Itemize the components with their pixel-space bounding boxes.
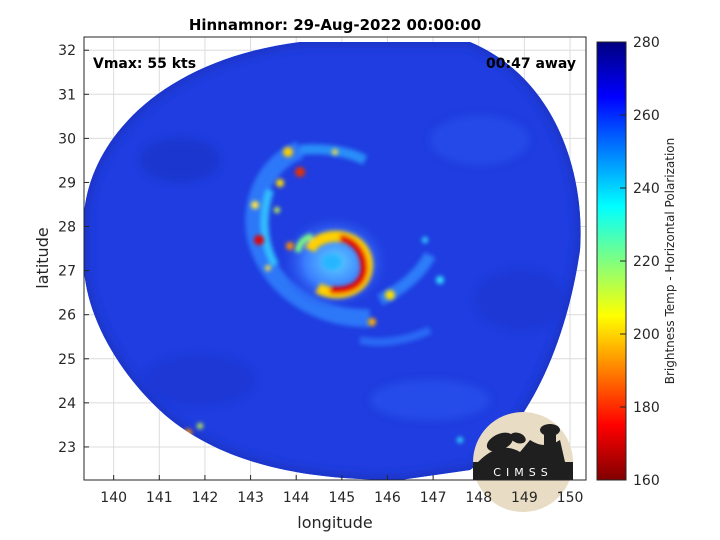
x-tick-label: 146 [374, 490, 401, 506]
y-tick-label: 27 [58, 264, 76, 280]
cimss-logo: CIMSS [473, 412, 573, 512]
y-tick-label: 25 [58, 352, 76, 368]
x-tick-label: 141 [146, 490, 173, 506]
x-tick-label: 140 [100, 490, 127, 506]
y-tick-label: 29 [58, 175, 76, 191]
y-tick-label: 32 [58, 43, 76, 59]
x-tick-label: 149 [511, 490, 538, 506]
colorbar-label: Brightness Temp - Horizontal Polarizatio… [663, 138, 677, 385]
y-tick-label: 28 [58, 220, 76, 236]
x-tick-label: 145 [328, 490, 355, 506]
colorbar-tick-label: 280 [633, 35, 660, 51]
vmax-annotation: Vmax: 55 kts [93, 56, 196, 72]
y-tick-label: 26 [58, 308, 76, 324]
y-axis-label: latitude [33, 227, 52, 288]
y-tick-label: 31 [58, 87, 76, 103]
x-axis-label: longitude [297, 513, 372, 532]
y-tick-label: 23 [58, 440, 76, 456]
colorbar-tick-label: 220 [633, 254, 660, 270]
axes-frame [83, 36, 587, 481]
chart-title: Hinnamnor: 29-Aug-2022 00:00:00 [189, 16, 481, 34]
colorbar-tick-labels: 160 180 200 220 240 260 280 [633, 35, 660, 489]
x-tick-label: 150 [557, 490, 584, 506]
time-away-annotation: 00:47 away [486, 56, 576, 72]
logo-text: CIMSS [493, 466, 552, 479]
y-tick-label: 30 [58, 131, 76, 147]
y-tick-labels: 23 24 25 26 27 28 29 30 31 32 [58, 43, 76, 456]
brightness-temp-field [84, 42, 581, 480]
colorbar-tick-label: 240 [633, 181, 660, 197]
x-tick-label: 147 [420, 490, 447, 506]
colorbar-tick-label: 160 [633, 473, 660, 489]
x-tick-label: 143 [237, 490, 264, 506]
x-tick-label: 144 [283, 490, 310, 506]
y-tick-label: 24 [58, 396, 76, 412]
x-tick-label: 142 [192, 490, 219, 506]
colorbar-tick-label: 180 [633, 400, 660, 416]
x-tick-label: 148 [465, 490, 492, 506]
x-tick-labels: 140 141 142 143 144 145 146 147 148 149 150 [100, 490, 583, 506]
colorbar-tick-label: 260 [633, 108, 660, 124]
colorbar-tick-label: 200 [633, 327, 660, 343]
